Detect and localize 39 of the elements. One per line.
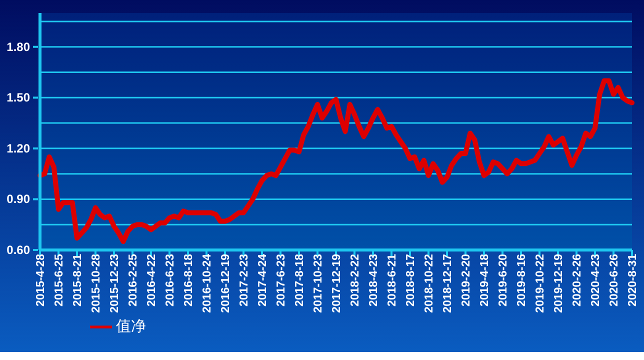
x-tick-label: 2017-6-23 — [276, 254, 288, 306]
y-tick-label: 1.20 — [6, 141, 30, 156]
x-tick-label: 2015-6-25 — [54, 253, 66, 306]
legend-label: 值净 — [116, 318, 146, 335]
x-tick-label: 2017-8-18 — [294, 253, 306, 306]
x-tick-label: 2019-4-18 — [479, 253, 491, 306]
x-tick-label: 2015-4-28 — [35, 253, 47, 306]
x-tick-label: 2019-8-16 — [516, 254, 528, 306]
x-tick-label: 2018-10-22 — [424, 254, 436, 313]
x-tick-label: 2019-12-19 — [553, 254, 565, 313]
x-tick-label: 2019-2-20 — [460, 254, 472, 306]
x-tick-label: 2018-12-17 — [442, 254, 454, 313]
x-tick-label: 2018-2-22 — [350, 254, 362, 306]
x-tick-label: 2015-10-28 — [90, 253, 102, 313]
x-tick-label: 2016-4-22 — [146, 254, 158, 306]
x-tick-label: 2015-12-23 — [109, 254, 121, 313]
x-tick-label: 2020-8-31 — [627, 253, 639, 306]
x-tick-label: 2016-12-19 — [220, 254, 232, 313]
x-tick-label: 2019-10-22 — [534, 254, 546, 313]
x-tick-label: 2015-8-21 — [72, 253, 84, 306]
x-tick-label: 2018-6-21 — [386, 253, 398, 306]
x-tick-label: 2016-2-25 — [128, 253, 140, 306]
y-tick-label: 1.80 — [6, 40, 30, 54]
x-tick-label: 2016-8-18 — [183, 253, 195, 306]
x-tick-label: 2018-8-17 — [405, 254, 417, 306]
y-tick-label: 0.60 — [6, 243, 30, 257]
x-tick-label: 2018-4-23 — [368, 254, 380, 306]
x-tick-label: 2019-6-20 — [498, 254, 510, 306]
x-tick-label: 2020-2-26 — [572, 254, 584, 306]
y-tick-label: 0.90 — [6, 192, 30, 206]
x-tick-label: 2017-12-19 — [331, 254, 343, 313]
x-tick-label: 2017-10-23 — [312, 254, 324, 313]
x-tick-label: 2020-6-26 — [608, 254, 620, 306]
x-tick-label: 2020-4-23 — [590, 254, 602, 306]
y-tick-label: 1.50 — [6, 90, 30, 105]
x-tick-label: 2016-10-24 — [202, 253, 214, 313]
x-tick-label: 2017-2-23 — [238, 254, 250, 306]
x-tick-label: 2016-6-23 — [164, 254, 176, 306]
x-tick-label: 2017-4-24 — [257, 253, 269, 306]
